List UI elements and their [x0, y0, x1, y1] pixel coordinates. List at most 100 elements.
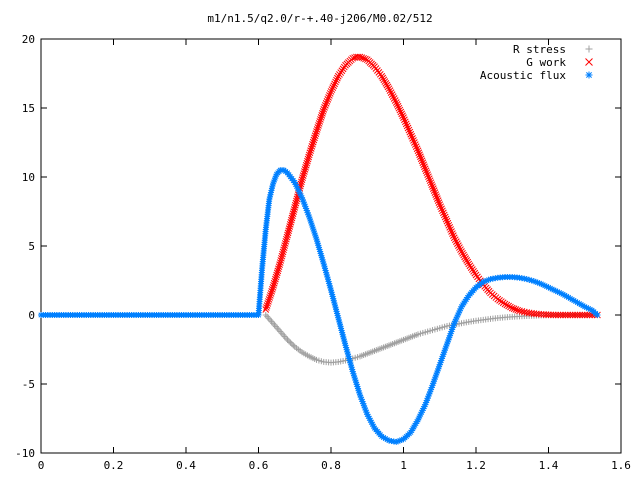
data-point [301, 168, 308, 175]
data-point [409, 135, 416, 142]
data-point [388, 91, 396, 98]
data-point [449, 232, 457, 240]
data-point [278, 254, 285, 262]
data-point [308, 143, 316, 150]
data-point [462, 255, 469, 262]
data-point [285, 227, 292, 235]
data-point [290, 208, 297, 215]
data-point [417, 153, 424, 161]
x-tick-label: 0 [38, 459, 45, 472]
data-point [325, 94, 332, 101]
data-point [357, 392, 363, 399]
data-point [564, 311, 572, 319]
data-point [581, 311, 589, 319]
data-point [401, 118, 409, 126]
data-point [300, 170, 308, 177]
data-point [418, 157, 426, 165]
data-point [326, 92, 333, 99]
data-point [314, 124, 322, 131]
data-point [333, 74, 341, 82]
data-point [321, 104, 328, 111]
data-point [302, 163, 309, 171]
data-point [275, 263, 283, 271]
data-point [384, 83, 392, 91]
data-point [406, 128, 414, 136]
x-tick-label: 1 [400, 459, 407, 472]
data-point [319, 108, 327, 115]
data-point [434, 197, 442, 204]
data-point [421, 163, 428, 171]
data-point [358, 54, 366, 61]
data-point [427, 179, 435, 187]
data-point [304, 157, 311, 165]
data-point [298, 178, 305, 186]
data-point [276, 259, 284, 266]
data-point [391, 97, 399, 104]
legend-item: R stress [513, 43, 593, 56]
data-point [288, 340, 295, 347]
series-r-stress [262, 312, 601, 366]
data-point [437, 203, 445, 211]
data-point [280, 246, 287, 254]
data-point [326, 90, 334, 97]
data-point [349, 54, 357, 62]
data-point [286, 223, 294, 230]
data-point [430, 187, 438, 195]
data-point [411, 141, 419, 148]
data-point [411, 139, 418, 146]
data-point [441, 213, 449, 221]
data-point [428, 181, 436, 189]
data-point [552, 311, 560, 319]
data-point [331, 80, 338, 88]
data-point [422, 167, 430, 175]
data-point [263, 302, 271, 309]
data-point [287, 218, 295, 226]
data-point [420, 161, 427, 169]
data-point [271, 277, 279, 285]
data-point [392, 99, 400, 106]
data-point [455, 242, 462, 249]
x-tick-label: 0.6 [249, 459, 269, 472]
x-tick-label: 1.4 [539, 459, 559, 472]
data-point [461, 253, 468, 261]
data-point [578, 311, 586, 319]
data-point [290, 206, 298, 213]
data-point [571, 311, 579, 319]
data-point [458, 248, 465, 255]
data-point [272, 273, 280, 281]
data-point [424, 171, 432, 179]
data-point [425, 173, 432, 181]
data-point [305, 153, 312, 161]
data-point [443, 217, 451, 225]
data-point [444, 219, 452, 227]
data-point [449, 324, 456, 331]
data-point [277, 257, 285, 264]
data-point [503, 301, 511, 309]
data-point [293, 197, 300, 205]
data-point [425, 175, 433, 183]
data-point [460, 251, 467, 259]
data-point [379, 74, 387, 82]
y-tick-label: 20 [22, 33, 35, 46]
data-point [456, 244, 463, 251]
data-point [405, 126, 413, 134]
data-point [433, 193, 440, 200]
data-point [299, 172, 307, 179]
data-point [378, 72, 386, 80]
data-point [452, 238, 460, 246]
data-point [288, 216, 295, 224]
data-point [273, 269, 281, 277]
data-point [448, 228, 455, 235]
data-point [316, 118, 324, 125]
data-point [433, 195, 441, 202]
y-tick-label: 0 [28, 309, 35, 322]
data-point [318, 112, 326, 119]
data-point [421, 165, 429, 173]
data-point [401, 116, 408, 124]
data-point [309, 140, 316, 148]
data-point [562, 311, 569, 319]
data-point [393, 101, 401, 108]
data-point [285, 225, 293, 232]
data-point [436, 201, 444, 208]
data-point [439, 207, 446, 215]
